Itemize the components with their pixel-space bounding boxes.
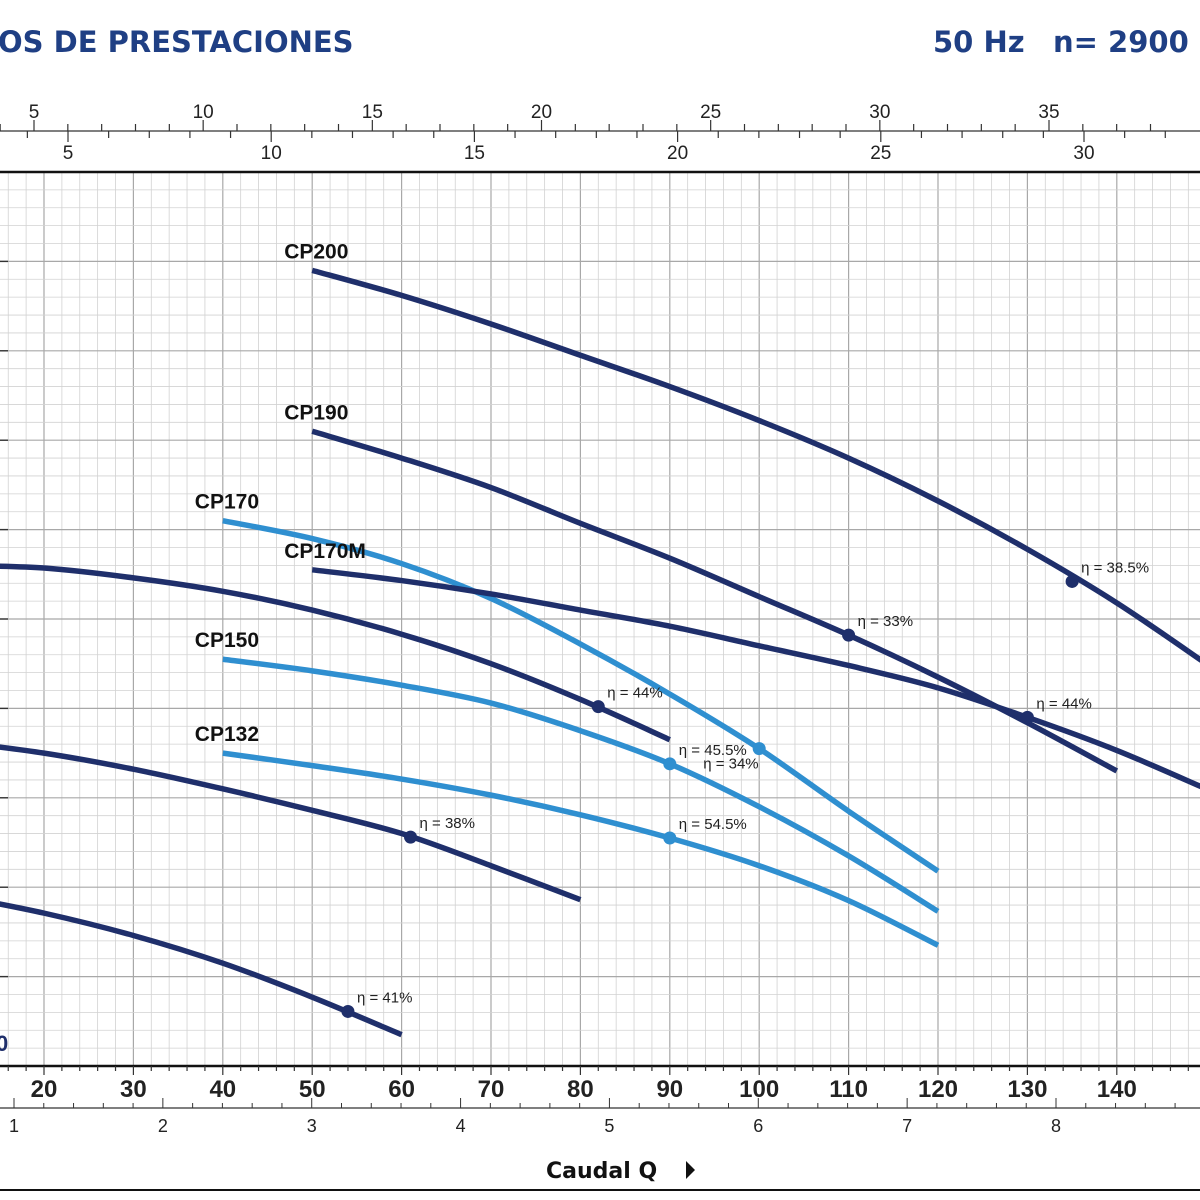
secondary-tick-label: 7	[902, 1116, 912, 1136]
top-scale-1-label: 10	[193, 102, 214, 123]
efficiency-label: η = 54.5%	[679, 816, 747, 833]
x-tick-label: 20	[31, 1076, 58, 1103]
top-scale-1-label: 35	[1038, 102, 1059, 123]
top-scale-1-label: 20	[531, 102, 552, 123]
top-scale-1-label: 15	[362, 102, 383, 123]
x-tick-label: 80	[567, 1076, 594, 1103]
series-label-cp170m: CP170M	[284, 540, 366, 563]
x-tick-label: 100	[739, 1076, 779, 1103]
labels-group: CP200 CP190 CP170 CP170M CP150 CP132 η = 38.5%…	[195, 240, 1149, 1006]
svg-text:Caudal Q: Caudal Q	[546, 1159, 657, 1184]
efficiency-label: η = 44%	[607, 685, 662, 702]
top-scale-2-label: 10	[261, 143, 282, 164]
secondary-tick-label: 2	[158, 1116, 168, 1136]
x-axis-title: Caudal Q	[546, 1159, 695, 1184]
series-line-cp150	[222, 656, 940, 914]
series-line-cp170m	[311, 567, 1200, 790]
top-scale-2-label: 20	[667, 143, 688, 164]
series-line-unlabeled-8	[0, 901, 403, 1038]
secondary-tick-label: 3	[307, 1116, 317, 1136]
x-tick-label: 110	[829, 1076, 868, 1103]
top-scale-2-label: 25	[870, 143, 891, 164]
chart-title: OS DE PRESTACIONES	[0, 25, 354, 59]
efficiency-point	[663, 757, 677, 771]
secondary-tick-label: 4	[456, 1116, 466, 1136]
series-line-cp132	[222, 750, 940, 948]
efficiency-label: η = 33%	[858, 613, 913, 630]
top-scale-1-label: 5	[29, 102, 40, 123]
series-label-cp170: CP170	[195, 491, 259, 514]
series-line-unlabeled-4	[0, 563, 671, 743]
secondary-tick-label: 8	[1051, 1116, 1061, 1136]
series-label-cp150: CP150	[195, 629, 259, 652]
efficiency-point	[1020, 710, 1034, 724]
efficiency-label: η = 38%	[420, 815, 475, 832]
series-line-cp200	[311, 267, 1200, 663]
series-label-cp200: CP200	[284, 240, 348, 263]
x-tick-label: 130	[1007, 1076, 1047, 1103]
efficiency-point	[752, 742, 766, 756]
secondary-tick-label: 6	[753, 1116, 763, 1136]
x-tick-label: 120	[918, 1076, 958, 1103]
efficiency-label: η = 44%	[1036, 695, 1091, 712]
arrow-right-icon	[686, 1161, 695, 1179]
efficiency-label: η = 34%	[703, 756, 758, 773]
x-tick-label: 40	[209, 1076, 236, 1103]
frequency-label: 50 Hz	[933, 25, 1025, 59]
y-axis-label-fragment: 0	[0, 1031, 8, 1056]
x-tick-label: 140	[1097, 1076, 1137, 1103]
top-scale-2-label: 5	[63, 143, 74, 164]
plot-grid	[0, 171, 1200, 1067]
series-label-cp132: CP132	[195, 723, 259, 746]
efficiency-point	[842, 628, 856, 642]
efficiency-point	[591, 700, 605, 714]
top-scale-2-label: 30	[1073, 143, 1094, 164]
efficiency-label: η = 45.5%	[679, 742, 747, 759]
secondary-tick-label: 5	[604, 1116, 614, 1136]
top-scale-1-label: 25	[700, 102, 721, 123]
speed-label: n= 2900 m	[1053, 25, 1200, 59]
x-tick-label: 30	[120, 1076, 147, 1103]
x-tick-label: 70	[478, 1076, 505, 1103]
efficiency-label: η = 41%	[357, 989, 412, 1006]
efficiency-point	[341, 1004, 355, 1018]
efficiency-point	[404, 830, 418, 844]
series-line-unlabeled-7	[0, 744, 582, 903]
top-scale-1-label: 30	[869, 102, 890, 123]
series-group	[0, 267, 1200, 1038]
series-line-cp170	[222, 517, 940, 874]
x-tick-label: 60	[388, 1076, 415, 1103]
top-scale-2-label: 15	[464, 143, 485, 164]
efficiency-label: η = 38.5%	[1081, 559, 1149, 576]
efficiency-point	[663, 831, 677, 845]
series-label-cp190: CP190	[284, 401, 348, 424]
x-tick-label: 90	[656, 1076, 683, 1103]
secondary-tick-label: 1	[9, 1116, 19, 1136]
efficiency-point	[1065, 574, 1079, 588]
